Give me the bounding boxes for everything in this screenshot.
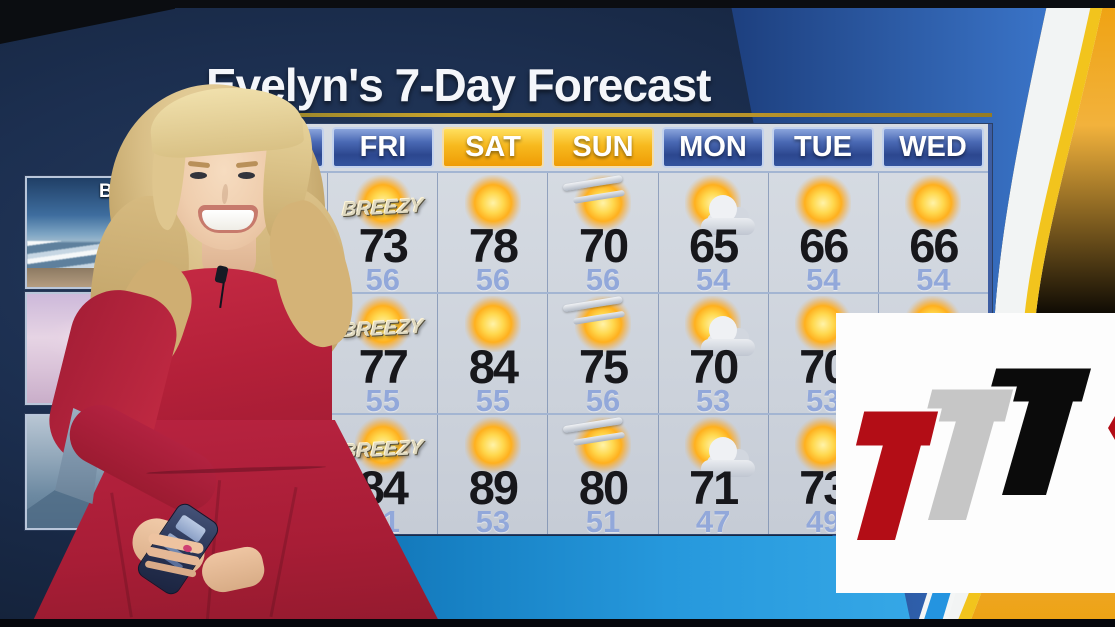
high-temp: 89 — [468, 461, 519, 514]
forecast-cell-sat-3: 89 53 — [437, 415, 547, 539]
day-header-tue: TUE — [772, 127, 874, 168]
high-temp: 77 — [358, 340, 409, 393]
letterbox-top-bar — [0, 0, 1115, 8]
forecast-cell-fri-2: BREEZY 77 55 — [327, 294, 437, 418]
day-header-wed: WED — [882, 127, 984, 168]
title-underline — [220, 113, 992, 117]
sun-icon — [354, 175, 411, 231]
sunny-windy-icon — [574, 296, 631, 352]
day-header-mon: MON — [662, 127, 764, 168]
high-temp: 70 — [688, 340, 739, 393]
low-temp: 54 — [806, 262, 841, 297]
low-temp: 56 — [475, 262, 511, 297]
forecast-cell-mon-2: 70 53 — [657, 294, 768, 418]
high-temp: 71 — [688, 461, 739, 514]
sunny-icon — [905, 175, 962, 231]
forecast-cell-fri-1: BREEZY 73 56 — [327, 173, 437, 297]
day-header-fri: FRI — [332, 127, 434, 168]
sun-icon — [354, 296, 411, 352]
forecast-table: THU FRI SAT SUN MON TUE WED BREEZY 7 BRE… — [218, 124, 992, 539]
cloud-icon — [701, 437, 756, 477]
high-temp: 80 — [578, 461, 629, 514]
low-temp: 53 — [806, 383, 841, 418]
low-temp: 56 — [585, 262, 621, 297]
high-temp: 73 — [358, 219, 409, 272]
high-temp: 84 — [468, 340, 519, 393]
low-temp: 47 — [695, 504, 731, 539]
low-temp: 56 — [585, 383, 621, 418]
sunny-icon — [464, 417, 521, 473]
sun-icon — [354, 417, 411, 473]
ttt-station-logo — [836, 313, 1115, 593]
high-temp: 66 — [799, 219, 849, 272]
presenter-eye — [238, 172, 255, 179]
low-temp: 55 — [475, 383, 511, 418]
weather-presenter — [0, 0, 470, 627]
letterbox-bottom-bar — [0, 619, 1115, 627]
cloud-icon — [701, 195, 756, 235]
low-temp: 53 — [695, 383, 731, 418]
high-temp: 70 — [578, 219, 629, 272]
presenter-teeth — [202, 210, 254, 230]
sun-icon — [464, 296, 521, 352]
forecast-cell-sun-3: 80 51 — [547, 415, 657, 539]
low-temp: 54 — [695, 262, 731, 297]
breezy-sun-icon — [354, 296, 411, 352]
day-header-sun: SUN — [552, 127, 654, 168]
partly-cloudy-icon — [685, 417, 756, 477]
day-header-sat: SAT — [442, 127, 544, 168]
forecast-cell-sun-1: 70 56 — [547, 173, 657, 297]
logo-red-sliver — [1108, 416, 1115, 440]
logo-letter-t-red — [852, 408, 942, 542]
sunny-windy-icon — [574, 175, 631, 231]
cloud-icon — [701, 316, 756, 356]
presenter-eye — [190, 172, 207, 179]
sunny-icon — [464, 296, 521, 352]
breezy-sun-icon — [354, 175, 411, 231]
forecast-cell-tue-1: 66 54 — [767, 173, 878, 297]
forecast-cell-sat-1: 78 56 — [437, 173, 547, 297]
low-temp: 56 — [365, 262, 400, 297]
forecast-cell-mon-1: 65 54 — [657, 173, 768, 297]
partly-cloudy-icon — [685, 296, 756, 356]
high-temp: 78 — [468, 219, 519, 272]
logo-letter-t-black — [983, 365, 1095, 497]
sunny-icon — [795, 175, 852, 231]
partly-cloudy-icon — [685, 175, 756, 235]
low-temp: 55 — [365, 383, 400, 418]
low-temp: 49 — [806, 504, 841, 539]
high-temp: 75 — [578, 340, 629, 393]
forecast-cell-sat-2: 84 55 — [437, 294, 547, 418]
sunny-windy-icon — [574, 417, 631, 473]
breezy-sun-icon — [354, 417, 411, 473]
low-temp: 53 — [475, 504, 511, 539]
sun-icon — [795, 175, 852, 231]
forecast-cell-sun-2: 75 56 — [547, 294, 657, 418]
sun-icon — [464, 175, 521, 231]
forecast-cell-wed-1: 66 54 — [877, 173, 988, 297]
logo-letter-t-gray — [920, 386, 1017, 522]
low-temp: 51 — [585, 504, 621, 539]
sunny-icon — [464, 175, 521, 231]
high-temp: 65 — [688, 219, 739, 272]
sun-icon — [464, 417, 521, 473]
sun-icon — [905, 175, 962, 231]
high-temp: 66 — [909, 219, 959, 272]
low-temp: 54 — [916, 262, 951, 297]
forecast-cell-mon-3: 71 47 — [657, 415, 768, 539]
